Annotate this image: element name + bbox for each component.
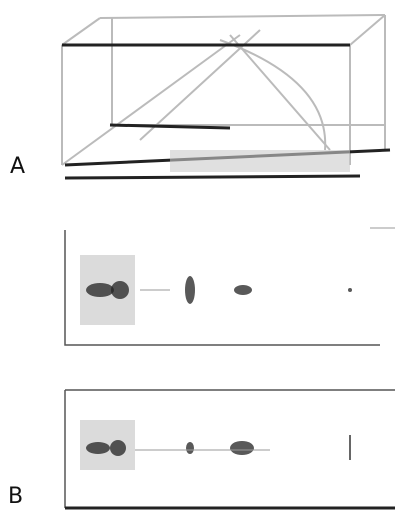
cluster — [230, 441, 254, 455]
edge — [349, 14, 386, 46]
edge — [64, 174, 361, 180]
cluster — [348, 288, 352, 292]
cluster — [234, 285, 252, 295]
curve — [219, 39, 327, 151]
panel-label: A — [10, 154, 25, 179]
edge — [99, 14, 386, 19]
cluster — [110, 440, 126, 456]
panel-a-drawing — [61, 14, 391, 180]
panel-b-bottom-plot — [64, 389, 395, 510]
edge — [61, 34, 241, 166]
cluster — [185, 276, 195, 304]
cluster — [111, 281, 129, 299]
panel-label: B — [8, 484, 23, 509]
hatch — [170, 150, 350, 172]
cluster — [86, 442, 110, 454]
axes — [64, 230, 380, 346]
panel-b-top-plot — [64, 227, 395, 346]
edge — [109, 123, 231, 130]
edge — [229, 34, 331, 151]
cluster — [86, 283, 114, 297]
edge — [61, 17, 101, 46]
cluster — [186, 442, 194, 454]
